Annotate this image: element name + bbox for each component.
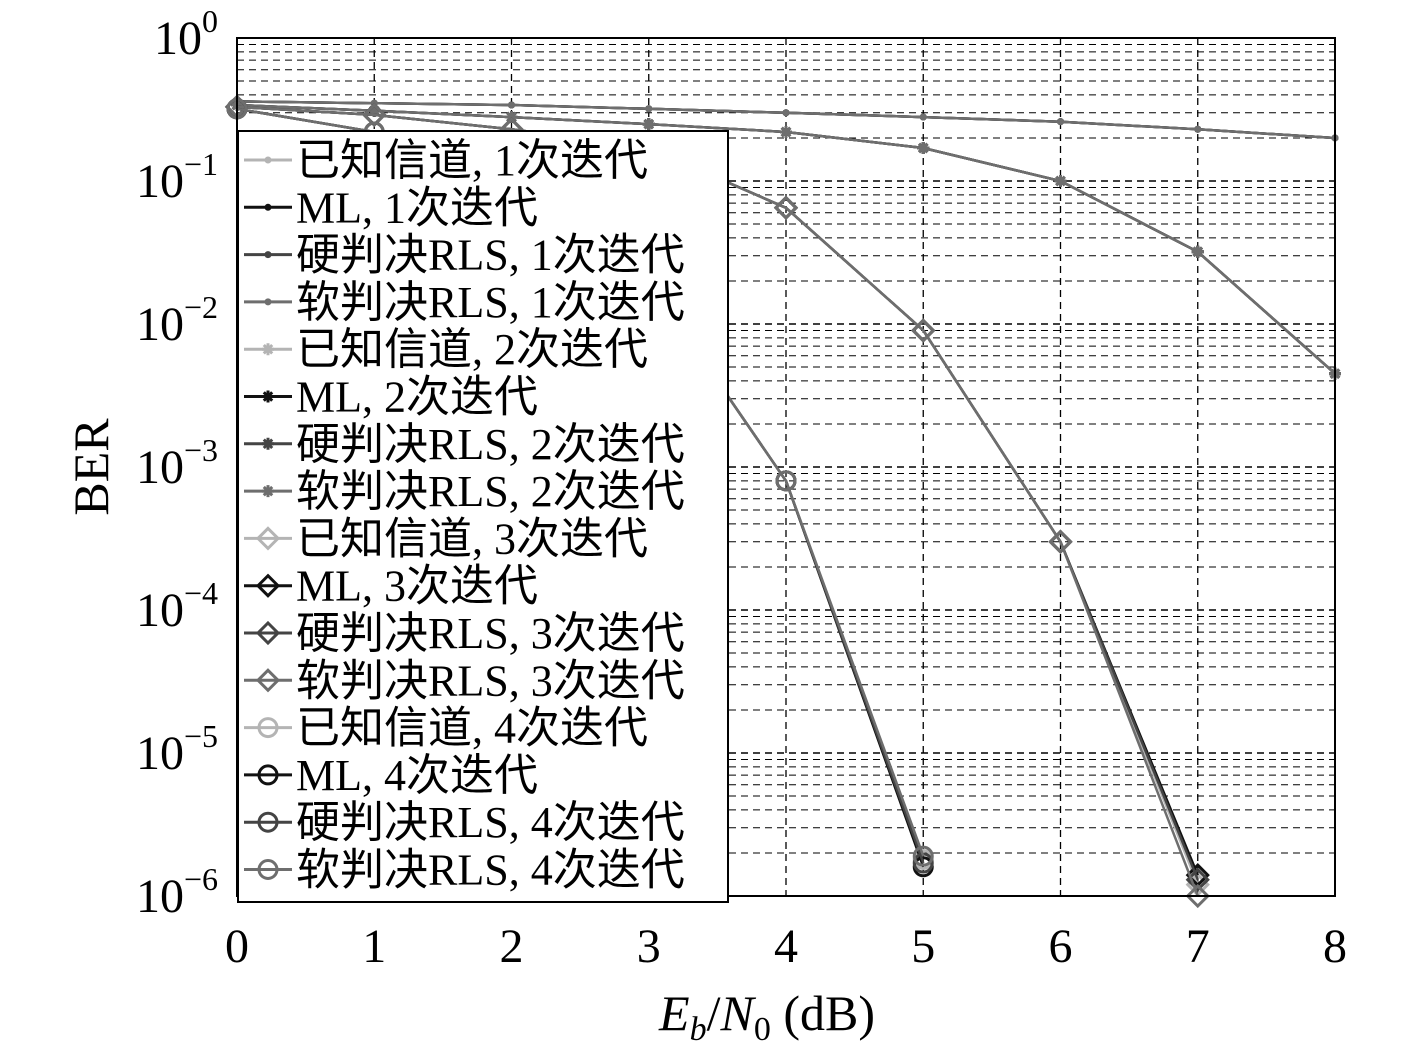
legend-marker (262, 485, 274, 498)
data-point (773, 195, 799, 220)
legend-marker (262, 343, 274, 356)
legend-label: 已知信道, 3次迭代 (296, 514, 648, 563)
legend-label: 软判决RLS, 2次迭代 (296, 467, 685, 516)
legend-label: 硬判决RLS, 2次迭代 (296, 420, 685, 469)
data-point (1048, 529, 1073, 554)
data-point (1057, 118, 1064, 126)
x-tick-label: 8 (1323, 920, 1347, 973)
y-tick-label: 10−2 (136, 289, 218, 351)
y-tick-label: 100 (154, 3, 218, 65)
legend-item: ML, 3次迭代 (244, 562, 538, 611)
legend-item: 软判决RLS, 4次迭代 (244, 846, 685, 895)
legend-marker (255, 668, 281, 693)
data-point (508, 101, 515, 109)
legend-marker (264, 156, 272, 164)
legend-label: 已知信道, 2次迭代 (296, 325, 648, 374)
legend-label: ML, 1次迭代 (296, 183, 538, 232)
x-tick-label: 7 (1186, 920, 1210, 973)
legend-item: ML, 4次迭代 (244, 751, 538, 800)
legend-label: 软判决RLS, 3次迭代 (296, 656, 685, 705)
data-point (1185, 883, 1210, 909)
legend-label: 硬判决RLS, 4次迭代 (296, 798, 685, 847)
data-point (911, 318, 936, 343)
legend-item: 硬判决RLS, 2次迭代 (244, 420, 685, 469)
legend-label: 硬判决RLS, 3次迭代 (296, 609, 685, 658)
legend-marker (255, 573, 281, 598)
y-tick-label: 10−5 (136, 718, 218, 780)
legend-marker (255, 526, 281, 551)
data-point (362, 102, 387, 127)
legend-label: 硬判决RLS, 1次迭代 (296, 231, 685, 280)
legend-label: ML, 3次迭代 (296, 562, 538, 611)
legend-marker (262, 390, 274, 403)
data-point (782, 109, 790, 117)
legend-marker (257, 859, 279, 880)
legend-item: ML, 1次迭代 (244, 183, 538, 232)
legend-label: ML, 4次迭代 (296, 751, 538, 800)
legend-label: 已知信道, 4次迭代 (296, 704, 648, 753)
legend-label: 软判决RLS, 1次迭代 (296, 278, 685, 327)
data-point (917, 142, 930, 155)
legend-item: 已知信道, 1次迭代 (244, 136, 648, 185)
x-tick-label: 6 (1049, 920, 1073, 973)
data-point (1191, 245, 1204, 258)
data-point (505, 111, 518, 124)
legend-item: 软判决RLS, 2次迭代 (244, 467, 685, 516)
x-tick-label: 3 (637, 920, 661, 973)
series-8 (231, 98, 1341, 380)
legend-item: ML, 2次迭代 (244, 373, 538, 422)
legend-marker (262, 437, 274, 450)
x-tick-label: 1 (362, 920, 386, 973)
legend-marker (255, 620, 281, 646)
legend-item: 硬判决RLS, 4次迭代 (244, 798, 685, 847)
legend-box (237, 130, 729, 903)
legend-marker (264, 298, 272, 306)
legend-marker (264, 251, 272, 259)
legend-label: ML, 2次迭代 (296, 373, 538, 422)
legend-item: 硬判决RLS, 1次迭代 (244, 231, 685, 280)
y-tick-labels: 100 10−1 10−2 10−3 10−4 10−5 10−6 (136, 3, 218, 923)
data-point (368, 104, 381, 117)
x-tick-labels: 0 1 2 3 4 5 6 7 8 (225, 920, 1347, 973)
data-point (1194, 125, 1202, 133)
legend-label: 已知信道, 1次迭代 (296, 136, 648, 185)
data-point (912, 845, 934, 867)
legend-item: 软判决RLS, 3次迭代 (244, 656, 685, 705)
legend-item: 已知信道, 4次迭代 (244, 704, 648, 753)
y-tick-label: 10−3 (136, 432, 218, 494)
y-tick-label: 10−4 (136, 575, 218, 637)
data-point (642, 118, 655, 131)
data-point (645, 105, 653, 113)
x-tick-label: 4 (774, 920, 798, 973)
legend-marker (257, 717, 279, 739)
x-tick-label: 2 (500, 920, 524, 973)
legend-label: 软判决RLS, 4次迭代 (296, 846, 685, 895)
y-axis-label: BER (63, 418, 119, 516)
legend-item: 已知信道, 3次迭代 (244, 514, 648, 563)
legend-marker (264, 203, 272, 211)
legend-item: 硬判决RLS, 3次迭代 (244, 609, 685, 658)
data-point (780, 126, 792, 139)
x-axis-label: Eb/N0 (dB) (658, 985, 875, 1046)
legend-marker (257, 811, 279, 833)
x-tick-label: 5 (911, 920, 935, 973)
y-tick-label: 10−6 (136, 861, 218, 923)
legend-item: 已知信道, 2次迭代 (244, 325, 648, 374)
data-point (1054, 175, 1067, 187)
legend-marker (257, 764, 279, 786)
data-point (919, 113, 927, 121)
x-tick-label: 0 (225, 920, 249, 973)
data-point (775, 470, 797, 492)
legend-item: 软判决RLS, 1次迭代 (244, 278, 685, 327)
y-tick-label: 10−1 (136, 146, 218, 208)
